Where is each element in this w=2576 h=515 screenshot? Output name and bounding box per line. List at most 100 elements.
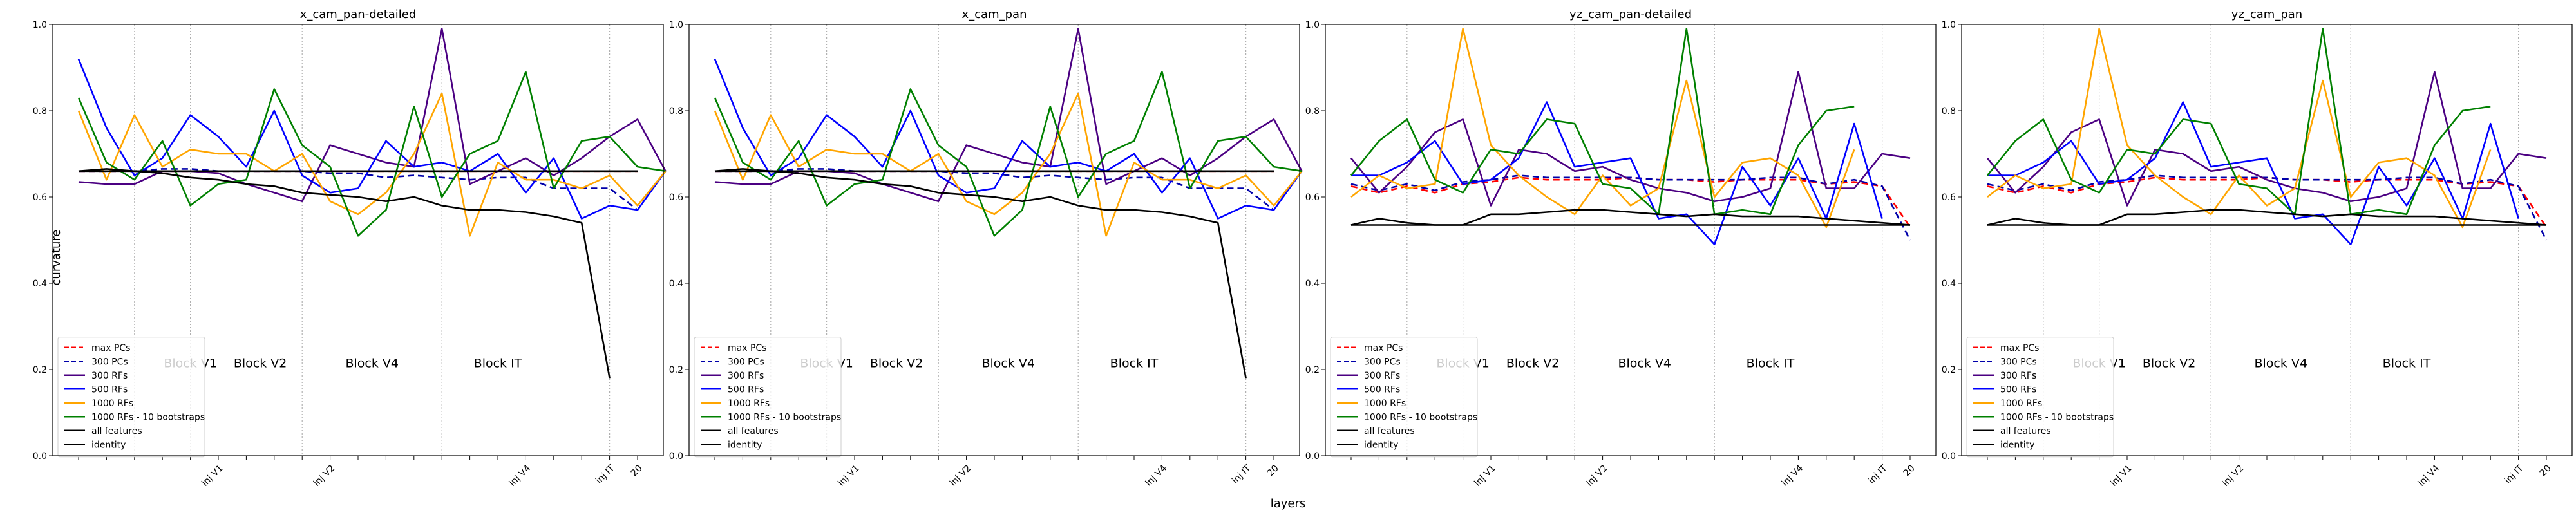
x-tick-label: inj V2: [312, 463, 337, 488]
y-tick-label: 0.6: [669, 192, 683, 203]
block-label: Block IT: [1110, 357, 1159, 371]
series-line: [79, 168, 638, 211]
y-tick-label: 0.0: [1305, 451, 1320, 462]
legend-label: 1000 RFs - 10 bootstraps: [728, 412, 841, 422]
series-line: [1987, 174, 2548, 241]
block-label: Block IT: [1747, 357, 1795, 371]
legend-label: identity: [1364, 440, 1398, 450]
x-tick-label: inj V4: [507, 463, 533, 488]
series-line: [1987, 101, 2519, 246]
legend-label: 300 RFs: [2000, 371, 2036, 381]
x-tick-label: inj V2: [948, 463, 973, 488]
chart-title: x_cam_pan: [962, 8, 1027, 21]
legend-label: identity: [91, 440, 126, 450]
y-tick-label: 1.0: [1942, 20, 1956, 30]
series-line: [714, 59, 1303, 220]
panels: 0.0 0.2 0.4 0.6 0.8 1.0 inj V1 inj V2 inj V4 inj …: [33, 8, 2573, 489]
legend-label: max PCs: [728, 343, 766, 353]
block-label: Block V2: [234, 357, 287, 371]
legend-label: 300 PCs: [728, 357, 764, 367]
legend-label: max PCs: [1364, 343, 1403, 353]
series-line: [78, 168, 611, 379]
legend-label: all features: [2000, 426, 2051, 436]
x-tick-label: inj V2: [1584, 463, 1609, 488]
x-tick-label: inj IT: [1866, 463, 1889, 486]
series-line: [715, 168, 1274, 211]
y-tick-label: 0.0: [1942, 451, 1956, 462]
series-line: [1986, 71, 2547, 207]
block-label: Block V4: [1618, 357, 1671, 371]
block-label: Block V2: [870, 357, 923, 371]
series-line: [714, 168, 1247, 379]
y-tick-label: 0.8: [1305, 106, 1320, 117]
plot-frame: [688, 24, 1300, 456]
legend-label: 1000 RFs: [728, 398, 770, 409]
y-tick-label: 0.8: [1942, 106, 1956, 117]
plot-frame: [52, 24, 664, 456]
legend-label: 300 PCs: [91, 357, 128, 367]
x-tick-label: inj IT: [1230, 463, 1253, 486]
y-tick-label: 0.0: [669, 451, 683, 462]
legend-label: 300 RFs: [1364, 371, 1400, 381]
block-label: Block V2: [2143, 357, 2196, 371]
y-tick-label: 0.6: [1305, 192, 1320, 203]
x-tick-label: inj V1: [1472, 463, 1497, 488]
block-label: Block V4: [2254, 357, 2307, 371]
x-tick-label: inj V1: [2108, 463, 2134, 488]
legend-label: 500 RFs: [2000, 384, 2036, 395]
x-tick-label: inj IT: [594, 463, 617, 486]
legend-box: [1966, 337, 2114, 458]
y-axis-label: curvature: [50, 230, 63, 286]
legend-label: 300 RFs: [728, 371, 764, 381]
y-tick-label: 1.0: [33, 20, 47, 30]
y-tick-label: 1.0: [669, 20, 683, 30]
y-tick-label: 0.6: [1942, 192, 1956, 203]
legend-label: 300 RFs: [91, 371, 128, 381]
x-tick-label: inj IT: [2503, 463, 2526, 486]
y-tick-label: 0.6: [33, 192, 47, 203]
plot-frame: [1325, 24, 1937, 456]
series-line: [714, 71, 1302, 237]
series-line: [1350, 71, 1911, 207]
chart-title: yz_cam_pan: [2231, 8, 2302, 21]
chart-panel: 0.0 0.2 0.4 0.6 0.8 1.0 inj V1 inj V2 inj V4 inj …: [1305, 8, 1937, 489]
x-tick-label: 20: [2538, 463, 2553, 478]
legend-label: 1000 RFs - 10 bootstraps: [2000, 412, 2114, 422]
legend-label: 1000 RFs: [2000, 398, 2042, 409]
y-tick-label: 0.0: [33, 451, 47, 462]
y-tick-label: 1.0: [1305, 20, 1320, 30]
y-tick-label: 0.2: [33, 365, 47, 375]
legend-label: all features: [728, 426, 779, 436]
y-tick-label: 0.8: [33, 106, 47, 117]
legend-label: 300 PCs: [1364, 357, 1401, 367]
legend-label: 500 RFs: [728, 384, 764, 395]
x-tick-label: inj V1: [200, 463, 225, 488]
chart-title: x_cam_pan-detailed: [300, 8, 417, 21]
series-line: [1350, 174, 1911, 241]
x-tick-label: inj V4: [2416, 463, 2441, 488]
series-line: [1350, 28, 1855, 229]
x-tick-label: 20: [629, 463, 645, 478]
x-tick-label: inj V1: [836, 463, 861, 488]
series-line: [77, 71, 666, 237]
x-tick-label: inj V4: [1144, 463, 1169, 488]
legend: max PCs 300 PCs 300 RFs 500 RFs 1000 RFs 1000…: [57, 337, 205, 458]
series-line: [77, 92, 667, 237]
legend: max PCs 300 PCs 300 RFs 500 RFs 1000 RFs 1000…: [1330, 337, 1478, 458]
y-tick-label: 0.4: [33, 279, 47, 289]
y-tick-label: 0.2: [1942, 365, 1956, 375]
chart-title: yz_cam_pan-detailed: [1569, 8, 1692, 21]
legend: max PCs 300 PCs 300 RFs 500 RFs 1000 RFs 1000…: [694, 337, 842, 458]
legend-label: 500 RFs: [1364, 384, 1400, 395]
series-line: [1350, 28, 1855, 216]
legend-label: 1000 RFs: [91, 398, 133, 409]
legend-box: [694, 337, 842, 458]
legend-label: identity: [728, 440, 762, 450]
legend-label: 1000 RFs: [1364, 398, 1406, 409]
legend-label: 500 RFs: [91, 384, 128, 395]
series-line: [1986, 28, 2491, 216]
block-label: Block V4: [981, 357, 1035, 371]
chart-panel: 0.0 0.2 0.4 0.6 0.8 1.0 inj V1 inj V2 inj V4 inj …: [669, 8, 1303, 489]
legend-box: [1330, 337, 1478, 458]
x-tick-label: 20: [1265, 463, 1281, 478]
